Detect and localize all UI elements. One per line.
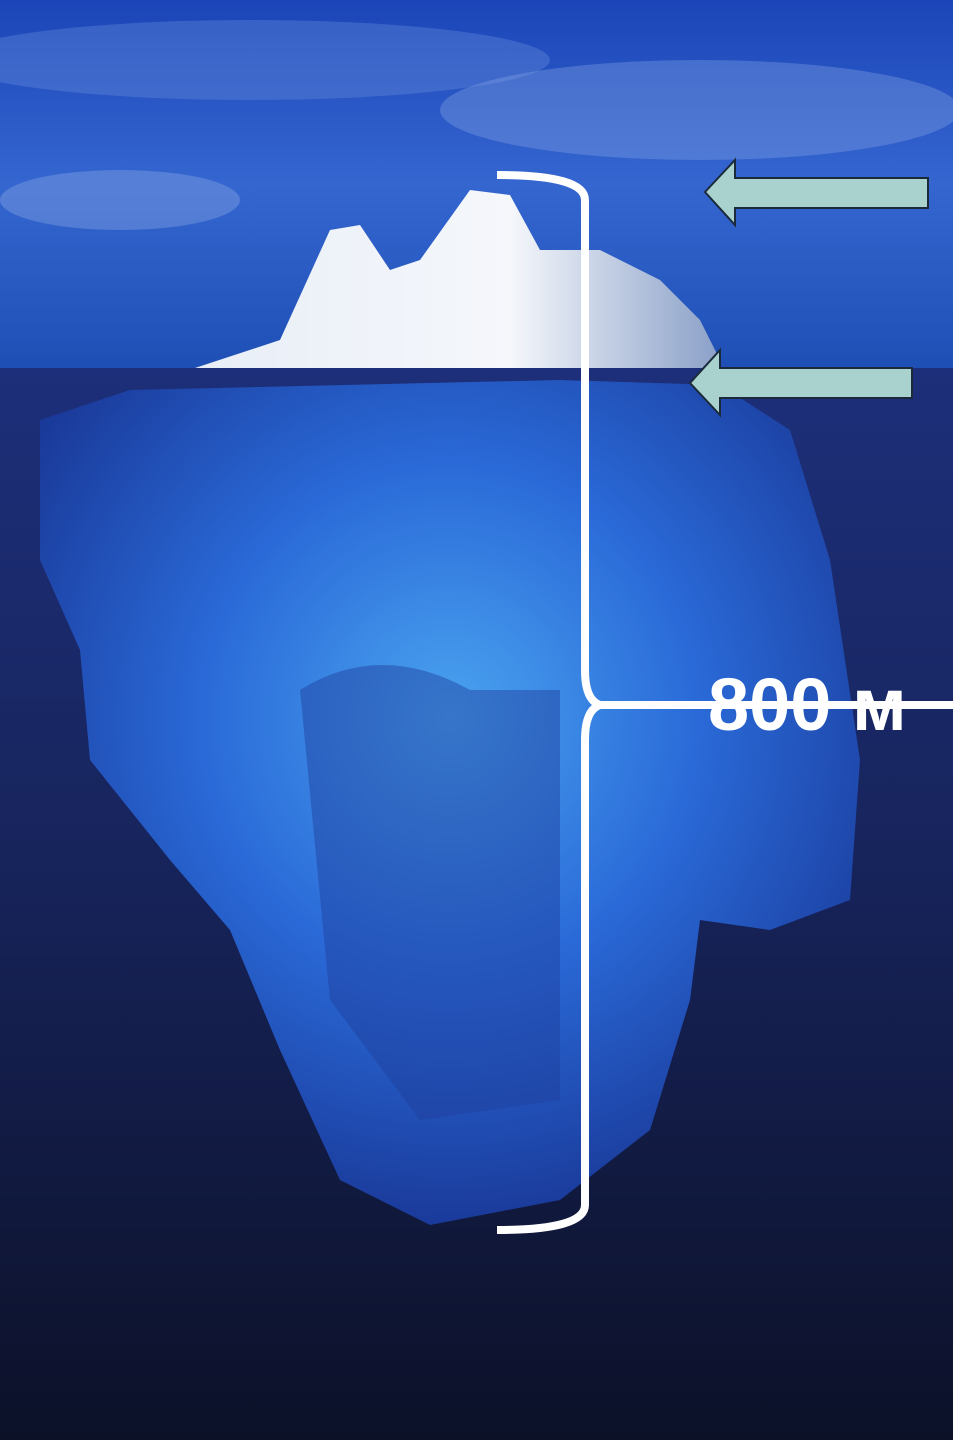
arrow xyxy=(688,347,913,418)
cloud xyxy=(0,170,240,230)
cloud xyxy=(0,20,550,100)
cloud xyxy=(440,60,953,160)
arrow xyxy=(703,157,929,228)
underwater-iceberg xyxy=(40,380,860,1225)
brace xyxy=(496,171,953,1234)
ice-shadow xyxy=(300,665,560,1120)
